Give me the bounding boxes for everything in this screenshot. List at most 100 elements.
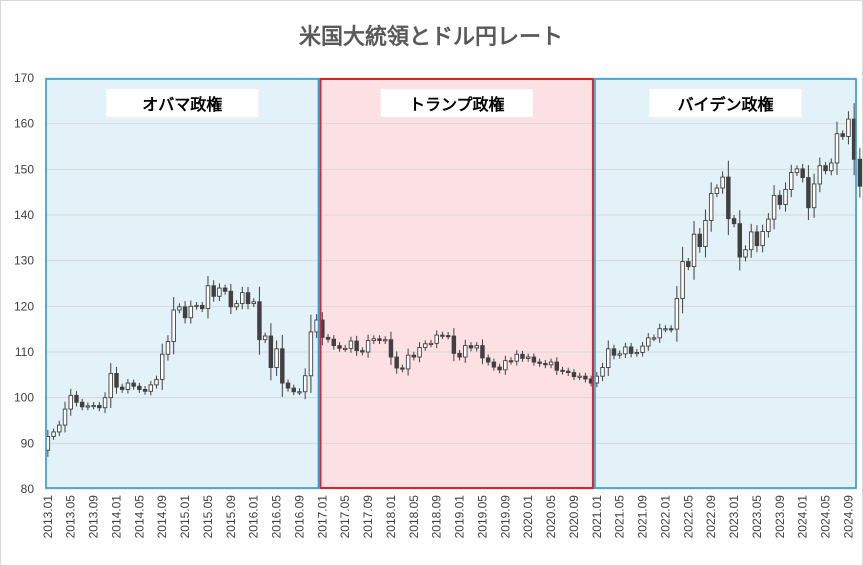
candle-body <box>57 424 62 433</box>
era-border <box>594 78 857 489</box>
era-border <box>45 78 320 489</box>
x-tick-label: 2017.09 <box>361 495 375 539</box>
candle-body <box>503 360 508 371</box>
x-tick-label: 2015.01 <box>178 495 192 539</box>
candle-body <box>440 334 445 337</box>
candle-body <box>148 384 154 392</box>
candle-body <box>257 301 262 341</box>
x-tick-label: 2017.05 <box>338 495 352 539</box>
era-label: バイデン政権 <box>677 95 773 114</box>
candle-body <box>617 353 622 356</box>
candle-body <box>686 261 691 268</box>
x-tick-label: 2023.09 <box>773 495 787 539</box>
candle-body <box>674 298 680 330</box>
x-tick-label: 2013.01 <box>41 495 55 539</box>
candle-body <box>806 177 811 209</box>
candle-body <box>274 348 279 368</box>
x-tick-label: 2016.09 <box>292 495 306 539</box>
candle-body <box>777 194 783 205</box>
era-border <box>319 78 594 489</box>
candle-body <box>205 285 211 310</box>
x-tick-label: 2014.05 <box>132 495 146 539</box>
candle-body <box>188 305 194 319</box>
candle-body <box>714 187 720 194</box>
candle-body <box>857 158 863 187</box>
candle-body <box>611 348 617 356</box>
candle-body <box>383 339 388 342</box>
candle-body <box>417 346 422 358</box>
candle-body <box>97 404 102 409</box>
x-tick-label: 2022.09 <box>704 495 718 539</box>
x-tick-label: 2014.01 <box>109 495 123 539</box>
candle-body <box>428 342 434 345</box>
x-tick-label: 2013.05 <box>64 495 78 539</box>
candle-body <box>760 230 765 247</box>
candle-body <box>606 348 611 368</box>
x-tick-label: 2020.01 <box>521 495 535 539</box>
candle-body <box>171 309 176 342</box>
x-tick-label: 2015.09 <box>224 495 238 539</box>
candle-body <box>342 347 348 350</box>
y-tick-label: 80 <box>21 482 35 496</box>
x-tick-label: 2024.09 <box>841 495 855 539</box>
candle-body <box>800 168 805 179</box>
candle-body <box>445 335 451 338</box>
candle-body <box>703 220 708 247</box>
candle-body <box>200 304 205 310</box>
candle-body <box>508 360 514 363</box>
candle-body <box>165 341 171 355</box>
candle-body <box>108 373 113 399</box>
candle-body <box>829 162 834 172</box>
y-tick-label: 130 <box>14 254 34 268</box>
candle-body <box>74 394 79 403</box>
era-band <box>593 78 857 489</box>
candle-body <box>794 168 800 173</box>
candle-body <box>554 361 560 371</box>
candle-body <box>520 353 525 359</box>
candle-body <box>708 193 714 221</box>
candle-body <box>663 328 668 331</box>
candle-body <box>480 345 485 359</box>
candle-body <box>131 382 136 387</box>
candle-body <box>262 335 268 341</box>
x-tick-label: 2018.05 <box>407 495 421 539</box>
candle-body <box>102 397 108 409</box>
candle-body <box>543 362 548 366</box>
candle-body <box>657 328 662 339</box>
x-tick-label: 2024.01 <box>796 495 810 539</box>
candle-body <box>360 350 365 353</box>
x-tick-label: 2019.05 <box>475 495 489 539</box>
candle-body <box>537 361 542 364</box>
candle-body <box>680 261 685 300</box>
candle-body <box>405 354 411 370</box>
candle-body <box>457 352 462 358</box>
candle-body <box>234 303 239 308</box>
x-tick-label: 2021.09 <box>636 495 650 539</box>
candle-body <box>846 118 851 137</box>
x-tick-label: 2016.05 <box>270 495 284 539</box>
era-label-box <box>380 89 533 117</box>
candle-body <box>308 331 314 377</box>
candle-body <box>211 285 216 297</box>
x-tick-label: 2019.01 <box>453 495 467 539</box>
candle-body <box>789 172 794 190</box>
candle-body <box>51 431 56 437</box>
x-tick-label: 2021.05 <box>613 495 627 539</box>
x-tick-label: 2023.01 <box>727 495 741 539</box>
era-label: トランプ政権 <box>409 95 505 114</box>
candle-body <box>302 375 308 393</box>
y-tick-label: 160 <box>14 117 34 131</box>
y-tick-label: 90 <box>21 436 35 450</box>
x-tick-label: 2016.01 <box>247 495 261 539</box>
x-tick-label: 2017.01 <box>315 495 329 539</box>
x-tick-label: 2024.05 <box>819 495 833 539</box>
candle-body <box>640 345 645 353</box>
candle-body <box>394 356 399 369</box>
x-tick-label: 2021.01 <box>590 495 604 539</box>
candle-body <box>119 386 125 390</box>
candle-body <box>268 335 274 368</box>
candle-body <box>628 346 634 354</box>
x-tick-label: 2013.09 <box>87 495 101 539</box>
candle-body <box>182 306 188 319</box>
